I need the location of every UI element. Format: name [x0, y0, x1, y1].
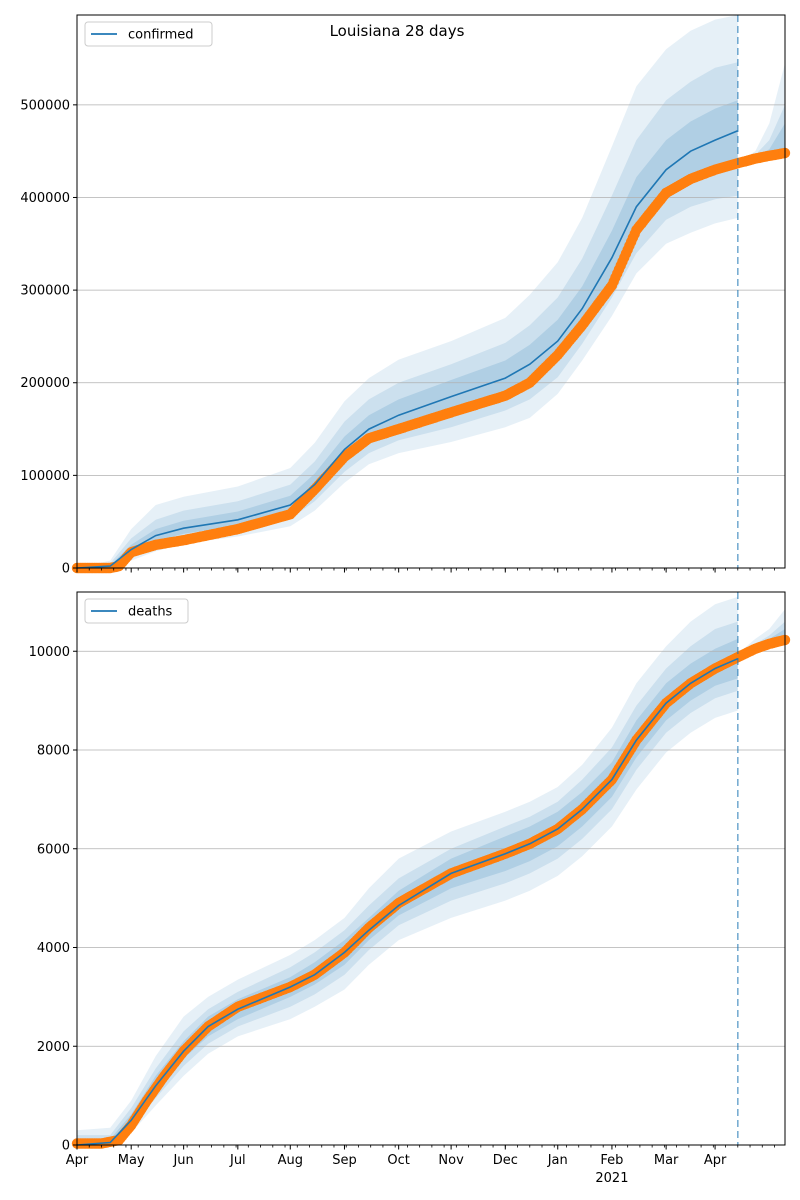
chart-title: Louisiana 28 days: [330, 22, 465, 40]
confirmed-median-line: [76, 130, 739, 569]
deaths-ytick-label: 2000: [37, 1040, 70, 1055]
deaths-ytick-label: 10000: [29, 645, 70, 660]
deaths-axes-frame: [76, 591, 786, 1146]
confirmed-median-path: [76, 130, 739, 569]
xtick-label: Oct: [387, 1153, 409, 1168]
xtick-label: Dec: [493, 1153, 518, 1168]
xtick-label: Aug: [278, 1153, 303, 1168]
confirmed-ytick-label: 100000: [20, 469, 70, 484]
deaths-band-middle: [77, 621, 738, 1145]
xtick-label: Nov: [438, 1153, 464, 1168]
deaths-ytick-label: 8000: [37, 744, 70, 759]
confirmed-legend-box: [84, 21, 213, 47]
confirmed-band-outer-future: [737, 63, 785, 165]
xtick-label: Sep: [332, 1153, 357, 1168]
confirmed-ytick-label: 500000: [20, 98, 70, 113]
confirmed-axes-frame: [76, 14, 786, 569]
confirmed-ytick-label: 0: [62, 562, 70, 577]
deaths-ytick-label: 4000: [37, 941, 70, 956]
deaths-legend: deaths: [84, 598, 189, 624]
confirmed-ytick-label: 200000: [20, 376, 70, 391]
confirmed-legend-label: confirmed: [128, 28, 194, 43]
xtick-label: May: [118, 1153, 145, 1168]
confirmed-bands: [77, 15, 785, 568]
confirmed-ytick-label: 400000: [20, 191, 70, 206]
chart-deaths: 0 2000 4000 6000 8000 10000 Apr May Jun Jul Aug Se…: [29, 591, 791, 1186]
xtick-year-label: 2021: [595, 1171, 628, 1186]
deaths-legend-label: deaths: [128, 605, 173, 620]
xtick-label: Apr: [704, 1153, 727, 1168]
deaths-legend-box: [84, 598, 189, 624]
deaths-band-inner: [77, 638, 738, 1145]
confirmed-observed-points: [71, 147, 791, 574]
xtick-label: Jul: [229, 1153, 246, 1168]
deaths-bands: [77, 596, 785, 1145]
xtick-label: Apr: [66, 1153, 89, 1168]
xtick-label: Feb: [600, 1153, 623, 1168]
xtick-label: Jan: [547, 1153, 568, 1168]
deaths-median-path: [76, 657, 739, 1146]
confirmed-y-axis: 0 100000 200000 300000 400000 500000: [20, 98, 77, 577]
confirmed-ytick-label: 300000: [20, 284, 70, 299]
confirmed-x-axis: [76, 568, 775, 573]
deaths-y-axis: 0 2000 4000 6000 8000 10000: [29, 645, 77, 1154]
confirmed-band-outer: [77, 15, 738, 568]
confirmed-band-middle: [77, 62, 738, 568]
xtick-label: Mar: [654, 1153, 679, 1168]
confirmed-legend: confirmed: [84, 21, 213, 47]
chart-confirmed: 0 100000 200000 300000 400000 500000 confirme…: [20, 14, 791, 577]
xtick-label: Jun: [172, 1153, 193, 1168]
confirmed-band-middle-future: [737, 104, 785, 165]
deaths-ytick-label: 0: [62, 1139, 70, 1154]
deaths-x-axis: Apr May Jun Jul Aug Sep Oct Nov Dec Jan Feb Mar Apr 2…: [66, 1145, 775, 1186]
deaths-ytick-label: 6000: [37, 842, 70, 857]
deaths-median-line: [76, 657, 739, 1146]
confirmed-band-inner: [77, 100, 738, 568]
